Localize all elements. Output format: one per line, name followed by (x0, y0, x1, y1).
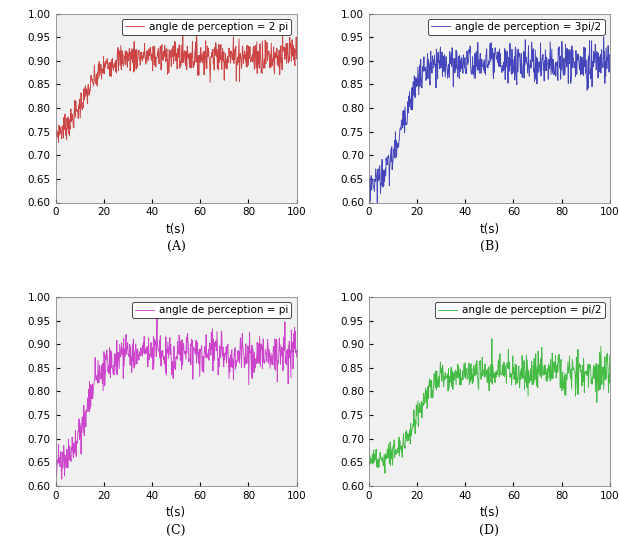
Legend: angle de perception = pi: angle de perception = pi (132, 302, 292, 319)
Legend: angle de perception = 3pi/2: angle de perception = 3pi/2 (428, 19, 605, 35)
X-axis label: t(s): t(s) (479, 223, 500, 236)
Text: (B): (B) (480, 240, 499, 253)
Text: (D): (D) (479, 524, 500, 537)
X-axis label: t(s): t(s) (479, 507, 500, 519)
X-axis label: t(s): t(s) (166, 507, 186, 519)
Legend: angle de perception = pi/2: angle de perception = pi/2 (435, 302, 605, 319)
X-axis label: t(s): t(s) (166, 223, 186, 236)
Legend: angle de perception = 2 pi: angle de perception = 2 pi (122, 19, 292, 35)
Text: (A): (A) (167, 240, 186, 253)
Text: (C): (C) (167, 524, 186, 537)
